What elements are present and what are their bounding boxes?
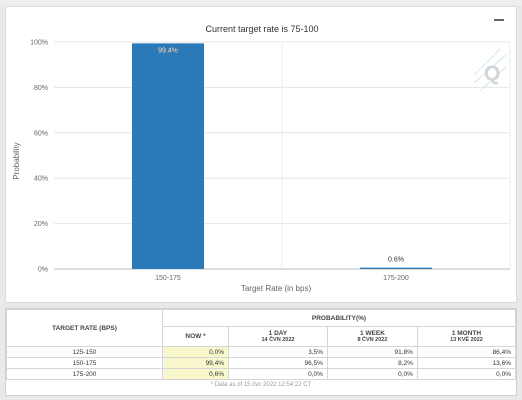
week-cell: 0,0% xyxy=(326,368,418,380)
grid xyxy=(54,41,511,270)
month-cell: 13,6% xyxy=(416,357,517,369)
table-row: 150-175 99,4% 96,5% 8,2% 13,6% xyxy=(6,357,517,369)
col-now[interactable]: NOW * xyxy=(162,326,229,347)
bars: 99.4% 0.6% xyxy=(132,43,432,269)
chart-menu-icon[interactable] xyxy=(494,19,504,21)
table-row: 175-200 0,6% 0,0% 0,0% 0,0% xyxy=(6,368,517,380)
now-cell: 0,0% xyxy=(162,346,229,358)
x-tick-label: 150-175 xyxy=(155,275,181,282)
col-1-week[interactable]: 1 WEEK 8 ČVN 2022 xyxy=(326,326,418,347)
rate-cell: 150-175 xyxy=(6,357,163,369)
probability-header: PROBABILITY(%) xyxy=(162,309,516,327)
col-1-day[interactable]: 1 DAY 14 ČVN 2022 xyxy=(228,326,328,347)
bar-175-200[interactable] xyxy=(360,267,432,269)
week-cell: 8,2% xyxy=(326,357,418,369)
chart-title: Current target rate is 75-100 xyxy=(205,24,318,34)
y-tick-label: 60% xyxy=(34,130,48,137)
now-cell: 99,4% xyxy=(162,357,229,369)
watermark-logo: Q xyxy=(484,62,500,85)
y-tick-label: 80% xyxy=(34,85,48,92)
y-axis-title: Probability xyxy=(12,142,21,179)
top-strip xyxy=(0,0,522,6)
week-cell: 91,8% xyxy=(326,346,418,358)
quikstrike-watermark: Q xyxy=(473,48,507,92)
now-cell: 0,6% xyxy=(162,368,229,380)
day-cell: 0,0% xyxy=(228,368,328,380)
probability-table: TARGET RATE (BPS) PROBABILITY(%) NOW * 1… xyxy=(5,308,517,396)
y-tick-label: 20% xyxy=(34,221,48,228)
day-cell: 96,5% xyxy=(228,357,328,369)
data-label: 0.6% xyxy=(388,257,404,264)
rate-cell: 125-150 xyxy=(6,346,163,358)
rate-cell: 175-200 xyxy=(6,368,163,380)
y-ticks: 0% 20% 40% 60% 80% 100% xyxy=(30,40,48,274)
col-1-month[interactable]: 1 MONTH 13 KVĚ 2022 xyxy=(416,326,517,347)
y-tick-label: 40% xyxy=(34,176,48,183)
chart-panel: Current target rate is 75-100 Q 99.4% 0.6… xyxy=(5,6,517,303)
y-tick-label: 100% xyxy=(30,40,48,47)
rate-header: TARGET RATE (BPS) xyxy=(6,309,163,347)
x-ticks: 150-175 175-200 xyxy=(155,275,409,282)
month-cell: 0,0% xyxy=(416,368,517,380)
data-timestamp-note: * Data as of 15 čvn 2022 12:54:22 CT xyxy=(210,381,312,388)
table-row: 125-150 0,0% 3,5% 91,8% 86,4% xyxy=(6,346,517,358)
data-label: 99.4% xyxy=(158,47,178,54)
month-cell: 86,4% xyxy=(416,346,517,358)
day-cell: 3,5% xyxy=(228,346,328,358)
x-axis-title: Target Rate (in bps) xyxy=(241,284,312,293)
probability-chart: Current target rate is 75-100 Q 99.4% 0.6… xyxy=(12,24,511,293)
y-tick-label: 0% xyxy=(38,267,48,274)
x-tick-label: 175-200 xyxy=(383,275,409,282)
bar-150-175[interactable] xyxy=(132,43,204,269)
